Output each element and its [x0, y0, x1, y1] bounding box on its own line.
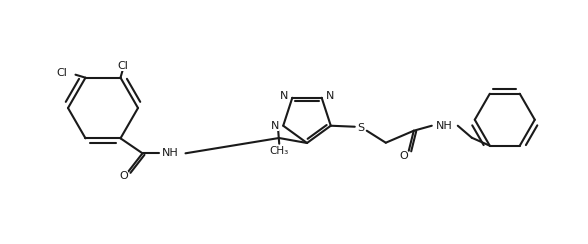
Text: NH: NH	[435, 121, 452, 131]
Text: Cl: Cl	[117, 61, 128, 71]
Text: N: N	[271, 121, 279, 131]
Text: Cl: Cl	[56, 68, 68, 78]
Text: CH₃: CH₃	[270, 146, 289, 156]
Text: O: O	[399, 151, 408, 161]
Text: N: N	[280, 91, 289, 101]
Text: NH: NH	[162, 148, 179, 158]
Text: S: S	[358, 123, 365, 133]
Text: N: N	[326, 91, 334, 101]
Text: O: O	[119, 171, 128, 181]
